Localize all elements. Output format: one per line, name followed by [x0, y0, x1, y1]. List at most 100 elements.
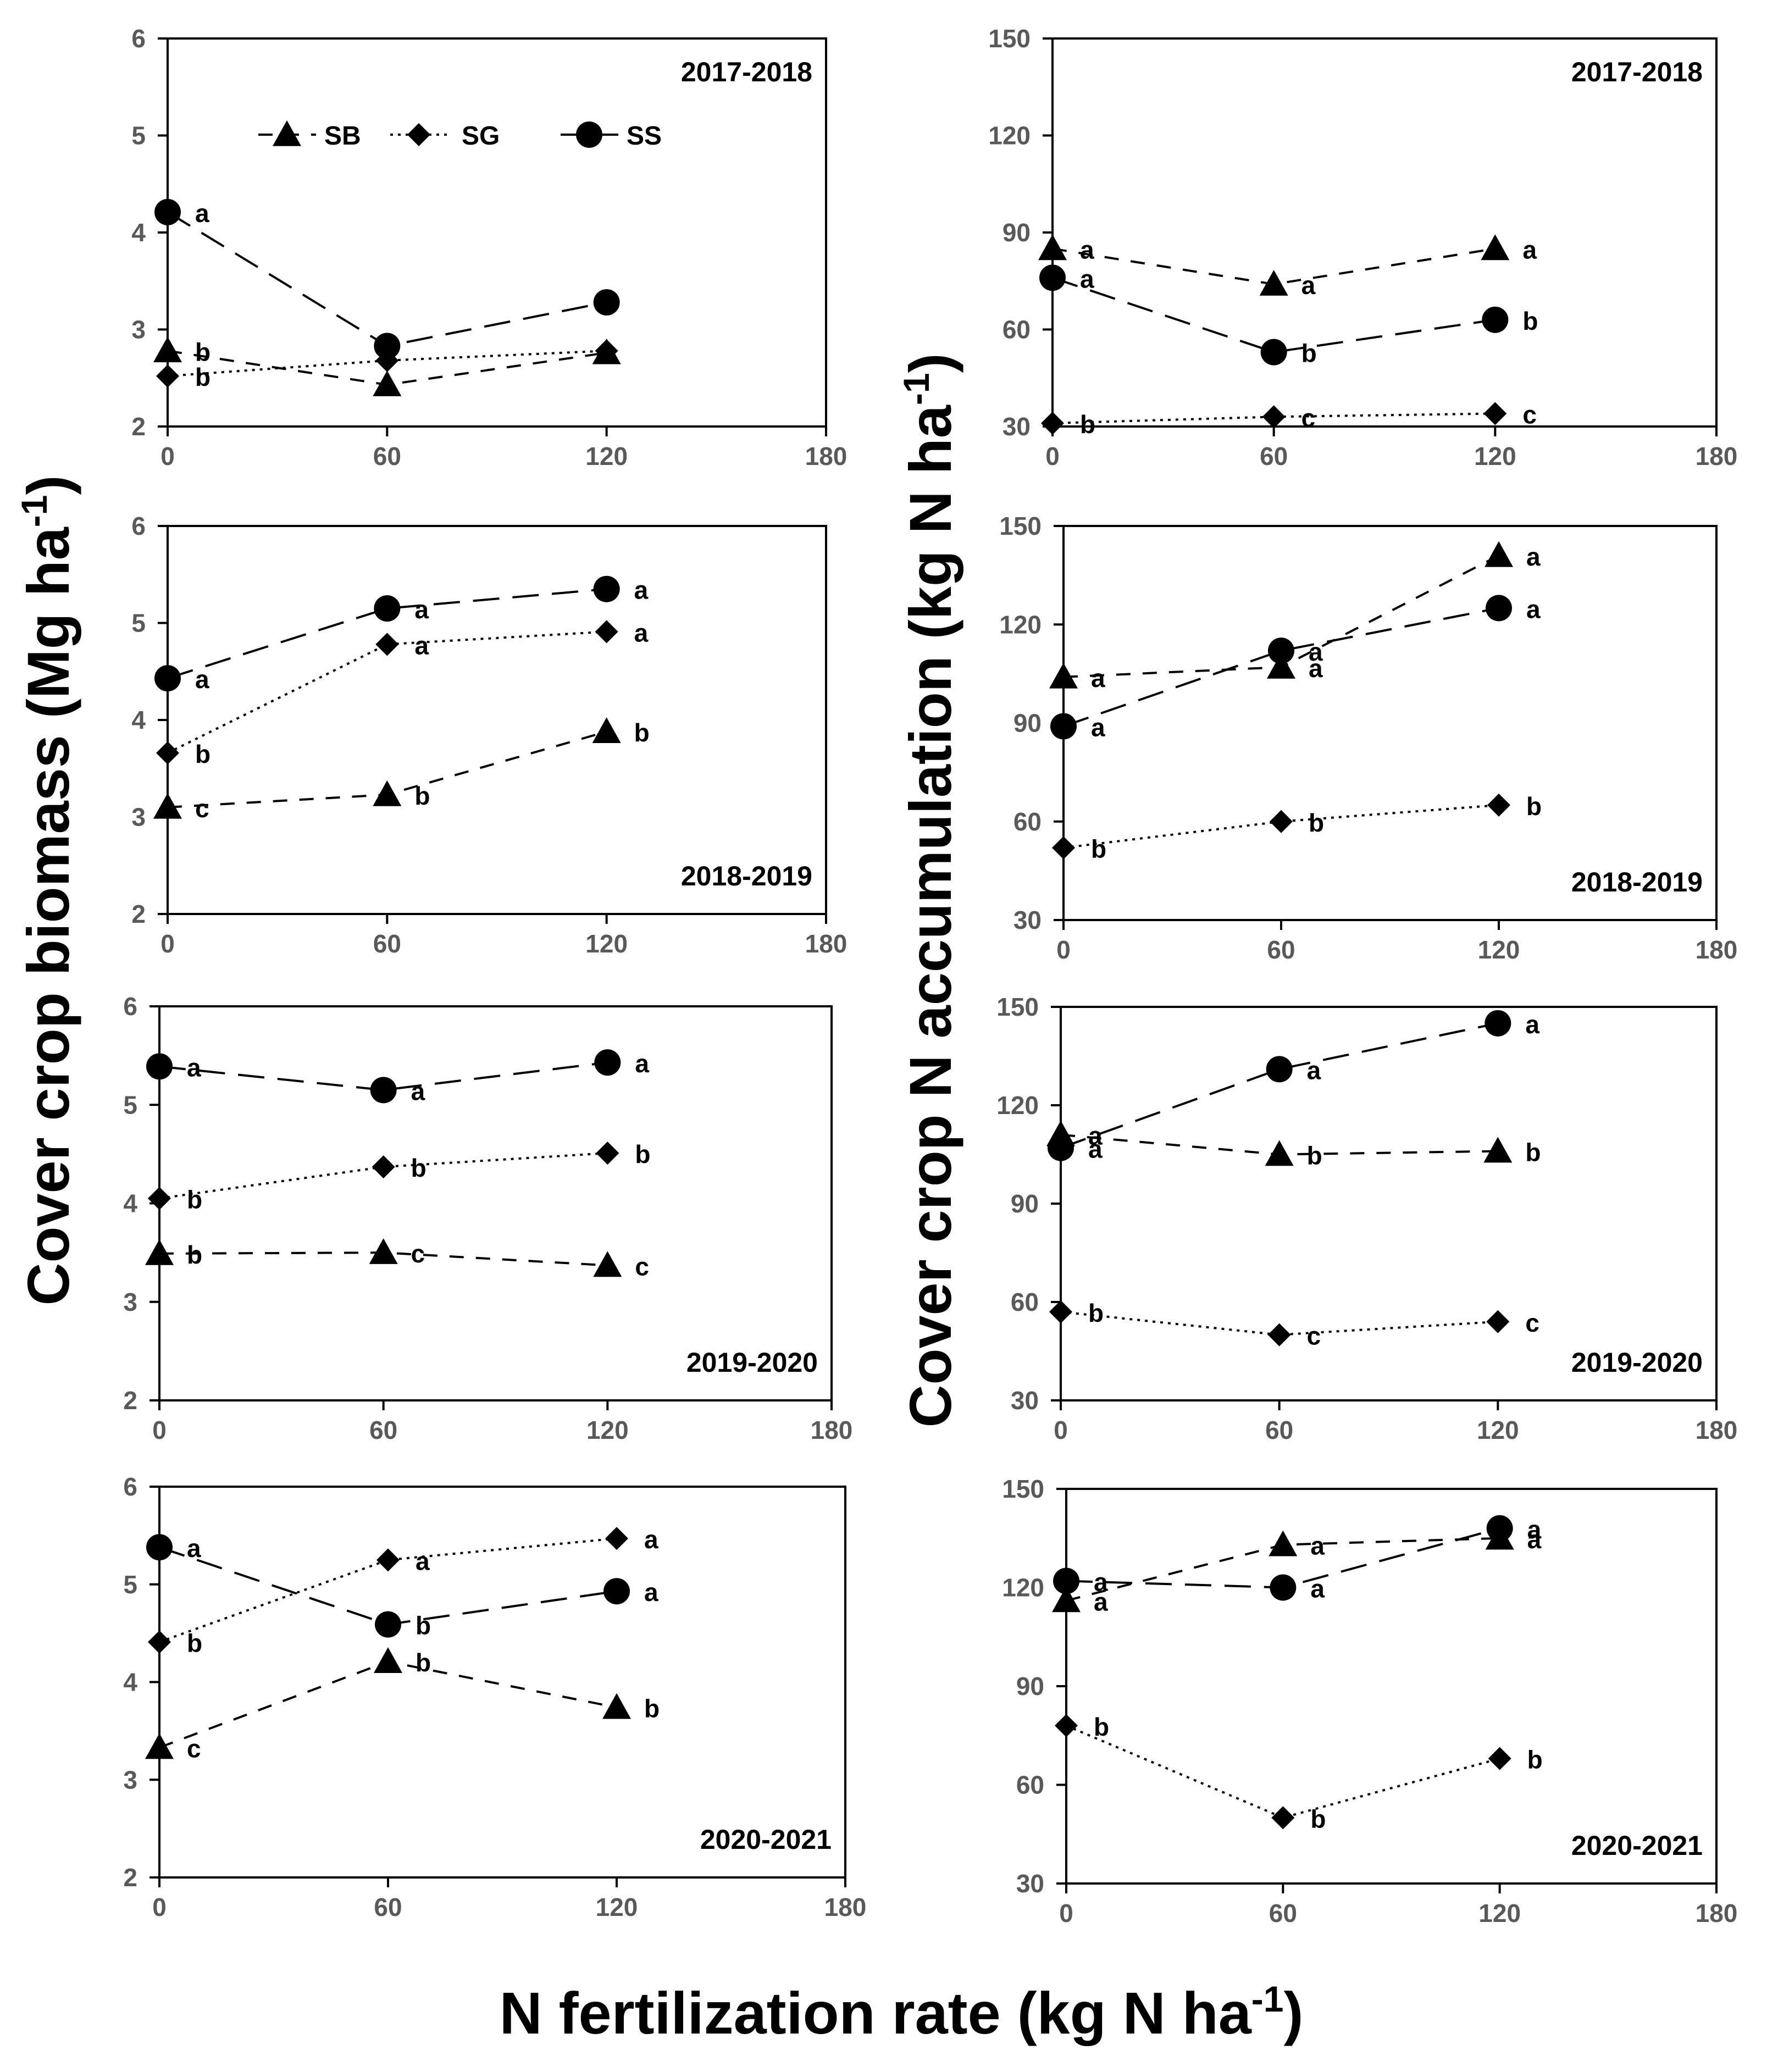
y-tick-label: 120 [999, 610, 1042, 639]
marker-diamond [595, 620, 618, 644]
x-tick-label: 60 [1267, 935, 1295, 964]
season-label: 2019-2020 [1571, 1347, 1703, 1378]
significance-letter: a [1088, 1122, 1103, 1150]
y-tick-label: 3 [131, 803, 146, 832]
significance-letter: c [1301, 403, 1316, 432]
significance-letter: b [1526, 792, 1542, 821]
season-label: 2018-2019 [681, 861, 812, 891]
y-axis-title-biomass: Cover crop biomass (Mg ha-1) [14, 475, 81, 1306]
significance-letter: a [1301, 271, 1316, 300]
marker-circle [593, 575, 620, 602]
significance-letter: b [1525, 1138, 1541, 1167]
series-SS: aaa [154, 575, 649, 694]
marker-circle [374, 333, 401, 359]
significance-letter: b [187, 1240, 202, 1269]
x-tick-label: 60 [369, 1416, 397, 1444]
season-label: 2017-2018 [681, 57, 812, 87]
x-tick-label: 60 [1260, 442, 1288, 470]
y-tick-label: 150 [988, 24, 1031, 53]
significance-letter: a [187, 1053, 201, 1082]
y-tick-label: 2 [131, 412, 146, 441]
x-axis-title: N fertilization rate (kg N ha-1) [500, 1979, 1304, 2046]
y-tick-label: 60 [1013, 807, 1042, 836]
marker-circle [154, 665, 181, 692]
significance-letter: c [187, 1735, 201, 1763]
marker-diamond [1041, 412, 1064, 435]
series-line-SS [167, 588, 607, 680]
significance-letter: a [1088, 1135, 1103, 1164]
significance-letter: a [1080, 235, 1094, 264]
significance-letter: b [195, 337, 211, 366]
y-tick-label: 120 [988, 121, 1031, 150]
significance-letter: c [1307, 1322, 1321, 1350]
x-tick-label: 0 [160, 442, 175, 470]
marker-diamond [1270, 810, 1293, 833]
y-tick-label: 120 [996, 1091, 1039, 1120]
season-label: 2018-2019 [1571, 867, 1703, 898]
y-tick-label: 30 [1011, 1386, 1039, 1415]
y-tick-label: 120 [1002, 1574, 1044, 1602]
marker-triangle [273, 120, 301, 146]
significance-letter: b [634, 718, 650, 747]
series-SS: a b b [1039, 264, 1538, 368]
marker-triangle [1049, 662, 1078, 689]
marker-circle [1486, 595, 1512, 622]
significance-letter: a [1309, 654, 1323, 683]
significance-letter: a [1522, 235, 1537, 264]
significance-letter: b [195, 740, 211, 768]
x-tick-label: 60 [374, 1893, 402, 1921]
legend-label: SB [324, 121, 361, 151]
significance-letter: a [1310, 1575, 1325, 1603]
marker-circle [1260, 339, 1287, 365]
significance-letter: a [1526, 542, 1541, 571]
significance-letter: a [1526, 595, 1541, 623]
y-tick-label: 60 [1016, 1771, 1044, 1799]
x-tick-label: 60 [1269, 1899, 1297, 1927]
marker-triangle [145, 1239, 174, 1265]
series-SB: b [153, 336, 621, 396]
marker-circle [146, 1053, 173, 1080]
season-label: 2020-2021 [700, 1824, 832, 1855]
marker-diamond [1488, 1747, 1511, 1770]
significance-letter: a [414, 595, 429, 624]
marker-triangle [1038, 234, 1067, 261]
marker-diamond [595, 339, 618, 363]
marker-diamond [1262, 405, 1286, 429]
y-tick-label: 5 [123, 1090, 137, 1119]
significance-letter: a [1525, 1010, 1539, 1039]
marker-diamond [1052, 836, 1075, 860]
significance-letter: a [635, 1049, 649, 1078]
marker-triangle [153, 793, 182, 819]
significance-letter: a [416, 1547, 430, 1575]
significance-letter: a [195, 665, 209, 694]
significance-letter: a [644, 1578, 658, 1606]
significance-letter: a [195, 199, 209, 228]
marker-triangle [1485, 541, 1513, 567]
season-label: 2020-2021 [1571, 1830, 1703, 1861]
significance-letter: b [187, 1629, 202, 1658]
marker-diamond [372, 1155, 395, 1179]
x-tick-label: 120 [1478, 935, 1520, 964]
marker-circle [603, 1578, 630, 1605]
y-tick-label: 90 [1011, 1189, 1039, 1218]
legend-item-SS: SS [561, 121, 662, 151]
marker-circle [1039, 264, 1066, 291]
x-tick-label: 120 [586, 1416, 629, 1444]
x-tick-label: 0 [160, 929, 175, 958]
marker-circle [1268, 638, 1294, 664]
marker-triangle [1481, 234, 1510, 261]
significance-letter: a [411, 1077, 425, 1105]
significance-letter: b [195, 363, 211, 391]
y-tick-label: 5 [131, 121, 146, 150]
marker-diamond [407, 123, 430, 146]
y-tick-label: 150 [999, 512, 1042, 540]
